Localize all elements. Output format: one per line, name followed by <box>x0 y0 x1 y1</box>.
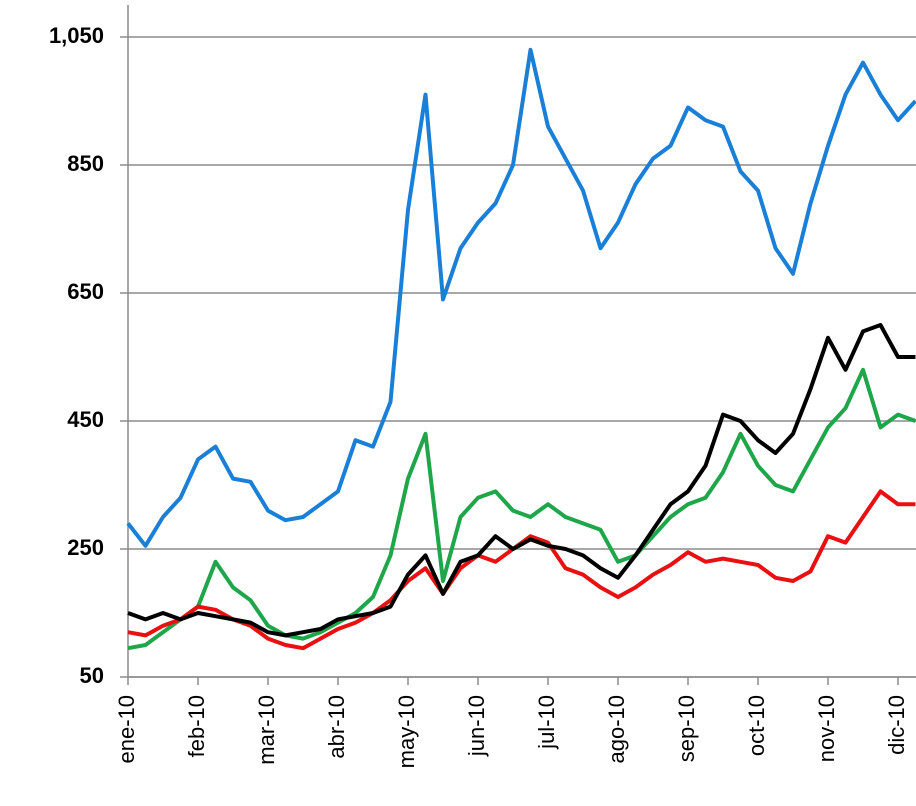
x-tick-label: dic-10 <box>884 695 909 755</box>
y-tick-label: 50 <box>80 663 104 688</box>
x-tick-label: oct-10 <box>744 695 769 756</box>
x-tick-label: may-10 <box>394 695 419 768</box>
x-tick-label: ene-10 <box>114 695 139 764</box>
x-tick-label: nov-10 <box>814 695 839 762</box>
series-line <box>127 323 916 638</box>
y-tick-label: 1,050 <box>49 23 104 48</box>
x-tick-label: jul-10 <box>534 695 559 750</box>
series-line <box>127 367 916 651</box>
y-tick-label: 450 <box>67 407 104 432</box>
x-tick-label: sep-10 <box>674 695 699 762</box>
series-line <box>126 47 916 548</box>
x-tick-label: feb-10 <box>184 695 209 757</box>
y-tick-label: 850 <box>67 151 104 176</box>
y-tick-label: 250 <box>67 535 104 560</box>
x-tick-label: abr-10 <box>324 695 349 759</box>
x-tick-label: mar-10 <box>254 695 279 765</box>
x-tick-label: ago-10 <box>604 695 629 764</box>
y-tick-label: 650 <box>67 279 104 304</box>
x-tick-label: jun-10 <box>464 695 489 757</box>
